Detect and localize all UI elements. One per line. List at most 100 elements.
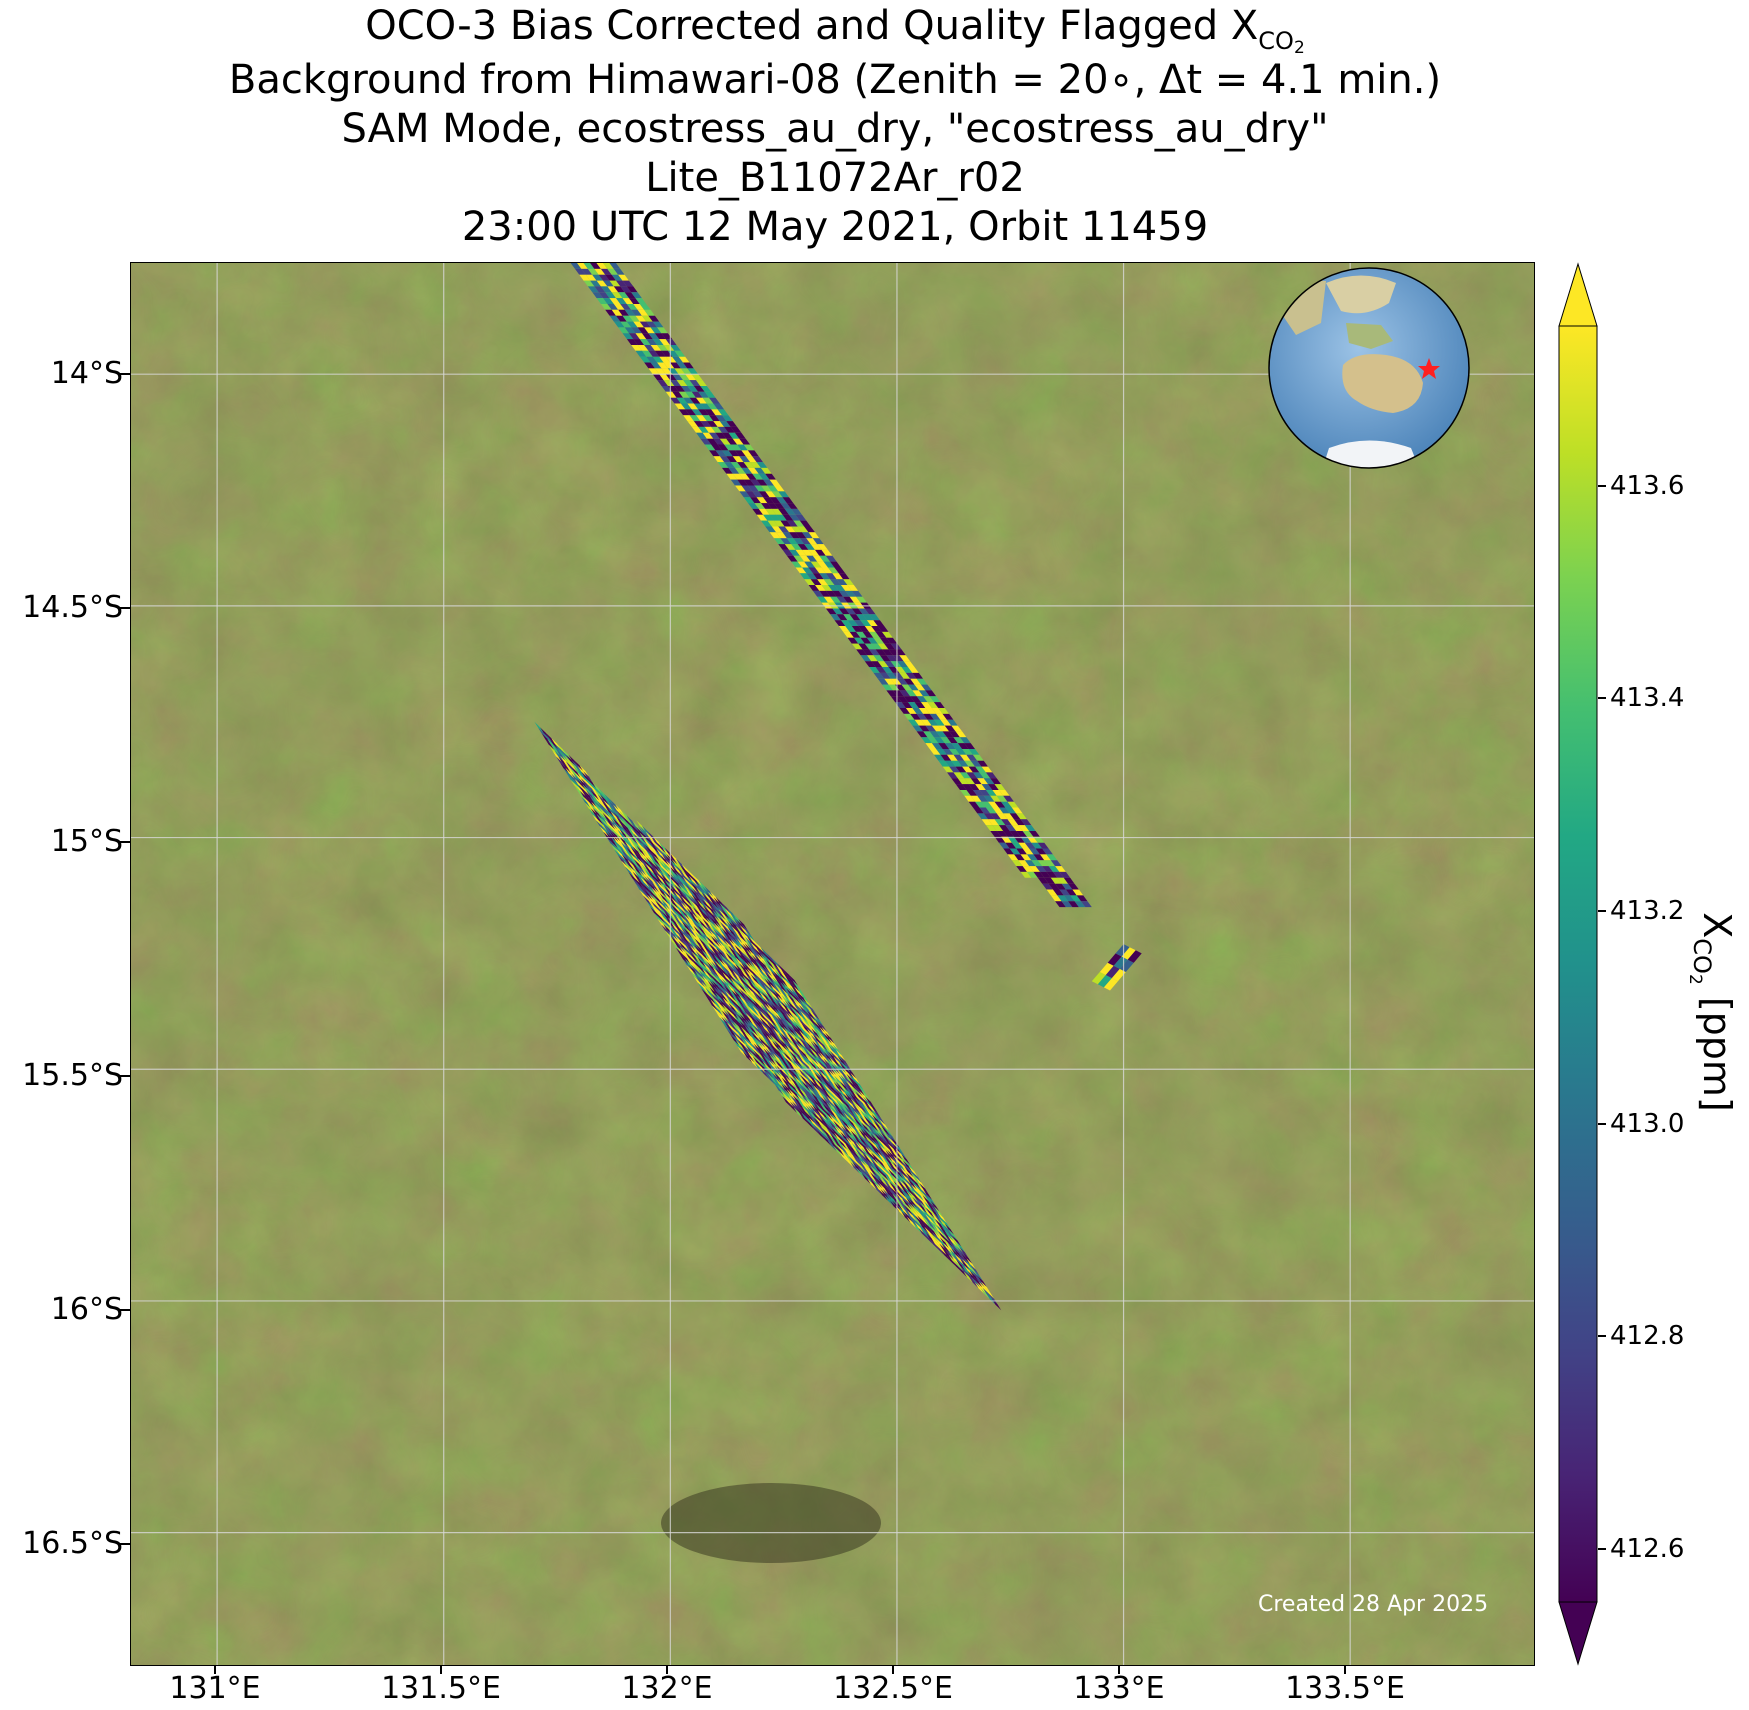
xco2-sounding (758, 1030, 768, 1042)
xco2-sounding (670, 885, 680, 897)
xco2-sounding (919, 1183, 929, 1195)
map-panel[interactable] (130, 262, 1535, 1666)
xco2-sounding (798, 1036, 808, 1048)
xco2-sounding (565, 767, 575, 779)
xco2-sounding (755, 986, 766, 998)
xco2-sounding (605, 292, 616, 299)
xco2-sounding (613, 304, 625, 310)
xco2-sounding (802, 549, 813, 556)
xco2-sounding (860, 1135, 870, 1147)
xco2-sounding (916, 1196, 926, 1208)
xco2-sounding (769, 958, 780, 970)
xco2-sounding (834, 1050, 844, 1062)
xco2-sounding (605, 799, 615, 811)
xco2-sounding (830, 1069, 840, 1082)
xco2-sounding (901, 1179, 911, 1191)
xco2-sounding (788, 974, 799, 986)
xco2-sounding (719, 928, 729, 940)
xco2-sounding (854, 1078, 864, 1091)
xco2-sounding (601, 806, 611, 818)
xco2-sounding (630, 840, 641, 852)
colorbar-tick-label: 412.6 (1610, 1533, 1685, 1564)
xco2-sounding (689, 415, 701, 422)
colorbar (1558, 262, 1598, 1666)
xco2-sounding (1005, 825, 1017, 831)
xco2-sounding (659, 918, 669, 930)
xco2-sounding (975, 1276, 985, 1288)
xco2-sounding (791, 1050, 801, 1062)
xco2-sounding (618, 816, 628, 828)
xco2-sounding (715, 1011, 725, 1023)
xco2-sounding (733, 964, 743, 976)
xco2-sounding (855, 1110, 866, 1122)
xco2-sounding (702, 415, 714, 422)
xco2-sounding (783, 1058, 793, 1070)
xco2-sounding (802, 1010, 812, 1022)
xco2-sounding (811, 1085, 821, 1097)
xco2-sounding (651, 887, 661, 900)
xco2-sounding (652, 321, 664, 328)
xco2-sounding (724, 462, 735, 468)
xco2-sounding (872, 1107, 882, 1120)
xco2-sounding (804, 1099, 814, 1111)
xco2-sounding (629, 333, 640, 340)
xco2-sounding (853, 1110, 864, 1122)
xco2-sounding (856, 1129, 866, 1141)
xco2-sounding (659, 356, 671, 363)
xco2-sounding (694, 944, 704, 956)
xco2-sounding (826, 1076, 836, 1089)
xco2-sounding (664, 847, 674, 859)
xco2-sounding (710, 948, 720, 960)
xco2-sounding (943, 1236, 954, 1248)
xco2-sounding (840, 585, 852, 591)
xco2-sounding (670, 362, 681, 369)
xco2-sounding (1055, 901, 1066, 908)
xco2-sounding (697, 925, 707, 937)
xco2-sounding (846, 1067, 857, 1079)
xco2-sounding (618, 848, 628, 860)
xco2-sounding (929, 749, 941, 755)
xco2-sounding (778, 1033, 788, 1045)
xco2-sounding (552, 750, 562, 762)
xco2-sounding (635, 315, 647, 322)
xco2-sounding (607, 831, 617, 843)
xco2-sounding (631, 309, 642, 316)
xco2-sounding (695, 950, 705, 963)
xco2-sounding (718, 941, 728, 953)
xco2-sounding (807, 1003, 817, 1015)
xco2-sounding (962, 784, 973, 790)
xco2-sounding (759, 966, 769, 978)
xco2-sounding (735, 1014, 745, 1026)
xco2-sounding (885, 1182, 895, 1194)
xco2-sounding (731, 1015, 741, 1027)
xco2-sounding (850, 1123, 861, 1136)
xco2-sounding (695, 976, 706, 988)
xco2-sounding (674, 903, 685, 915)
xco2-sounding (826, 1134, 836, 1146)
xco2-sounding (748, 485, 759, 492)
xco2-sounding (801, 998, 811, 1010)
xco2-sounding (891, 1181, 901, 1193)
xco2-sounding (698, 944, 708, 956)
xco2-sounding (661, 867, 671, 879)
xco2-sounding (747, 1050, 757, 1063)
xco2-sounding (944, 760, 956, 767)
xco2-sounding (862, 1166, 872, 1178)
xco2-sounding (776, 976, 786, 988)
xco2-sounding (771, 1021, 781, 1033)
xco2-sounding (845, 1143, 855, 1155)
xco2-sounding (982, 1287, 992, 1299)
xco2-sounding (781, 1045, 792, 1057)
xco2-sounding (920, 1202, 930, 1214)
xco2-sounding (652, 849, 662, 861)
xco2-sounding (780, 520, 792, 527)
xco2-sounding (660, 905, 670, 917)
xco2-sounding (823, 1115, 833, 1127)
xco2-sounding (709, 450, 720, 457)
xco2-sounding (752, 508, 764, 515)
xco2-sounding (734, 1033, 744, 1046)
xco2-sounding (676, 858, 686, 870)
xco2-sounding (724, 978, 734, 990)
graticule (131, 263, 1534, 1665)
xco2-sounding (771, 1072, 782, 1084)
